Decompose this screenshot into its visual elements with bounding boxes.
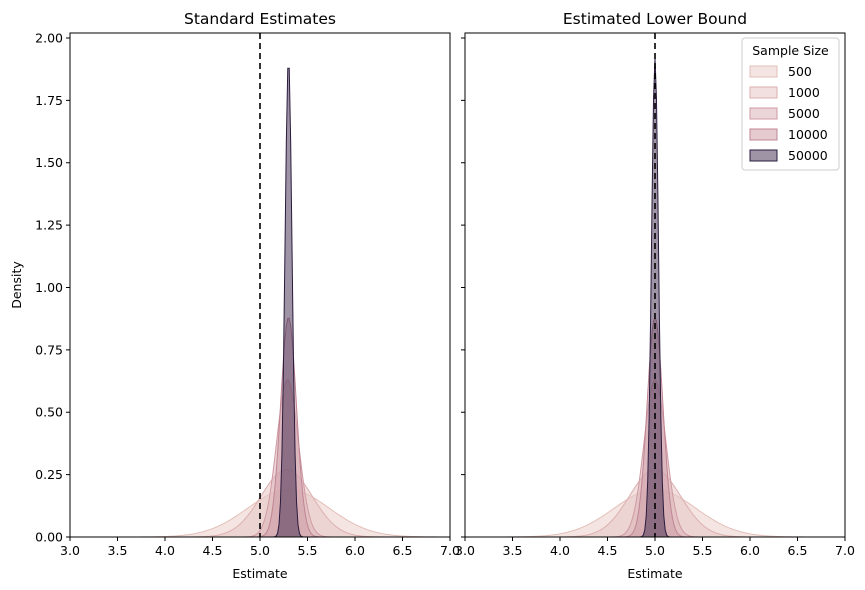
x-tick-label: 6.5 — [393, 543, 413, 558]
legend: Sample Size 500 1000 5000 10000 50000 — [741, 37, 840, 171]
x-axis-label: Estimate — [627, 566, 683, 581]
x-tick-label: 4.0 — [155, 543, 175, 558]
y-tick-label: 1.00 — [35, 280, 63, 295]
legend-swatch-50000 — [749, 149, 778, 162]
x-tick-label: 4.5 — [203, 543, 223, 558]
y-tick-label: 0.25 — [35, 467, 63, 482]
legend-swatch-1000 — [749, 86, 778, 99]
x-tick-label: 7.0 — [835, 543, 855, 558]
panel-estimated-lower-bound: Estimated Lower Bound 3.0 3.5 4.0 4.5 5.0 5.5 6… — [455, 10, 855, 581]
legend-label-1000: 1000 — [788, 85, 820, 100]
x-tick-label: 3.5 — [503, 543, 523, 558]
x-tick-label: 6.0 — [345, 543, 365, 558]
y-tick-label: 0.50 — [35, 405, 63, 420]
x-tick-label: 6.0 — [740, 543, 760, 558]
x-tick-label: 5.5 — [298, 543, 318, 558]
y-tick-label: 0.00 — [35, 530, 63, 545]
x-tick-label: 5.0 — [645, 543, 665, 558]
x-axis-label: Estimate — [232, 566, 288, 581]
x-tick-label: 3.0 — [455, 543, 475, 558]
x-tick-label: 4.0 — [550, 543, 570, 558]
panel-title: Standard Estimates — [184, 10, 336, 28]
panel-standard-estimates: Standard Estimates 3.0 3.5 4.0 4.5 5.0 5.5 6.0 6… — [9, 10, 460, 581]
x-tick-label: 3.0 — [60, 543, 80, 558]
legend-label-50000: 50000 — [788, 148, 828, 163]
legend-title: Sample Size — [752, 43, 829, 58]
legend-swatch-500 — [749, 65, 778, 78]
x-tick-label: 7.0 — [440, 543, 460, 558]
legend-label-5000: 5000 — [788, 106, 820, 121]
legend-label-10000: 10000 — [788, 127, 828, 142]
y-tick-label: 2.00 — [35, 30, 63, 45]
y-tick-label: 0.75 — [35, 342, 63, 357]
legend-swatch-10000 — [749, 128, 778, 141]
x-tick-label: 5.0 — [250, 543, 270, 558]
x-tick-label: 5.5 — [693, 543, 713, 558]
x-tick-label: 6.5 — [788, 543, 808, 558]
legend-swatch-5000 — [749, 107, 778, 120]
x-tick-label: 4.5 — [598, 543, 618, 558]
x-tick-label: 3.5 — [108, 543, 128, 558]
y-axis-label: Density — [9, 261, 24, 309]
y-tick-label: 1.25 — [35, 218, 63, 233]
legend-label-500: 500 — [788, 64, 812, 79]
panel-title: Estimated Lower Bound — [563, 10, 747, 28]
y-tick-label: 1.50 — [35, 155, 63, 170]
y-tick-label: 1.75 — [35, 93, 63, 108]
